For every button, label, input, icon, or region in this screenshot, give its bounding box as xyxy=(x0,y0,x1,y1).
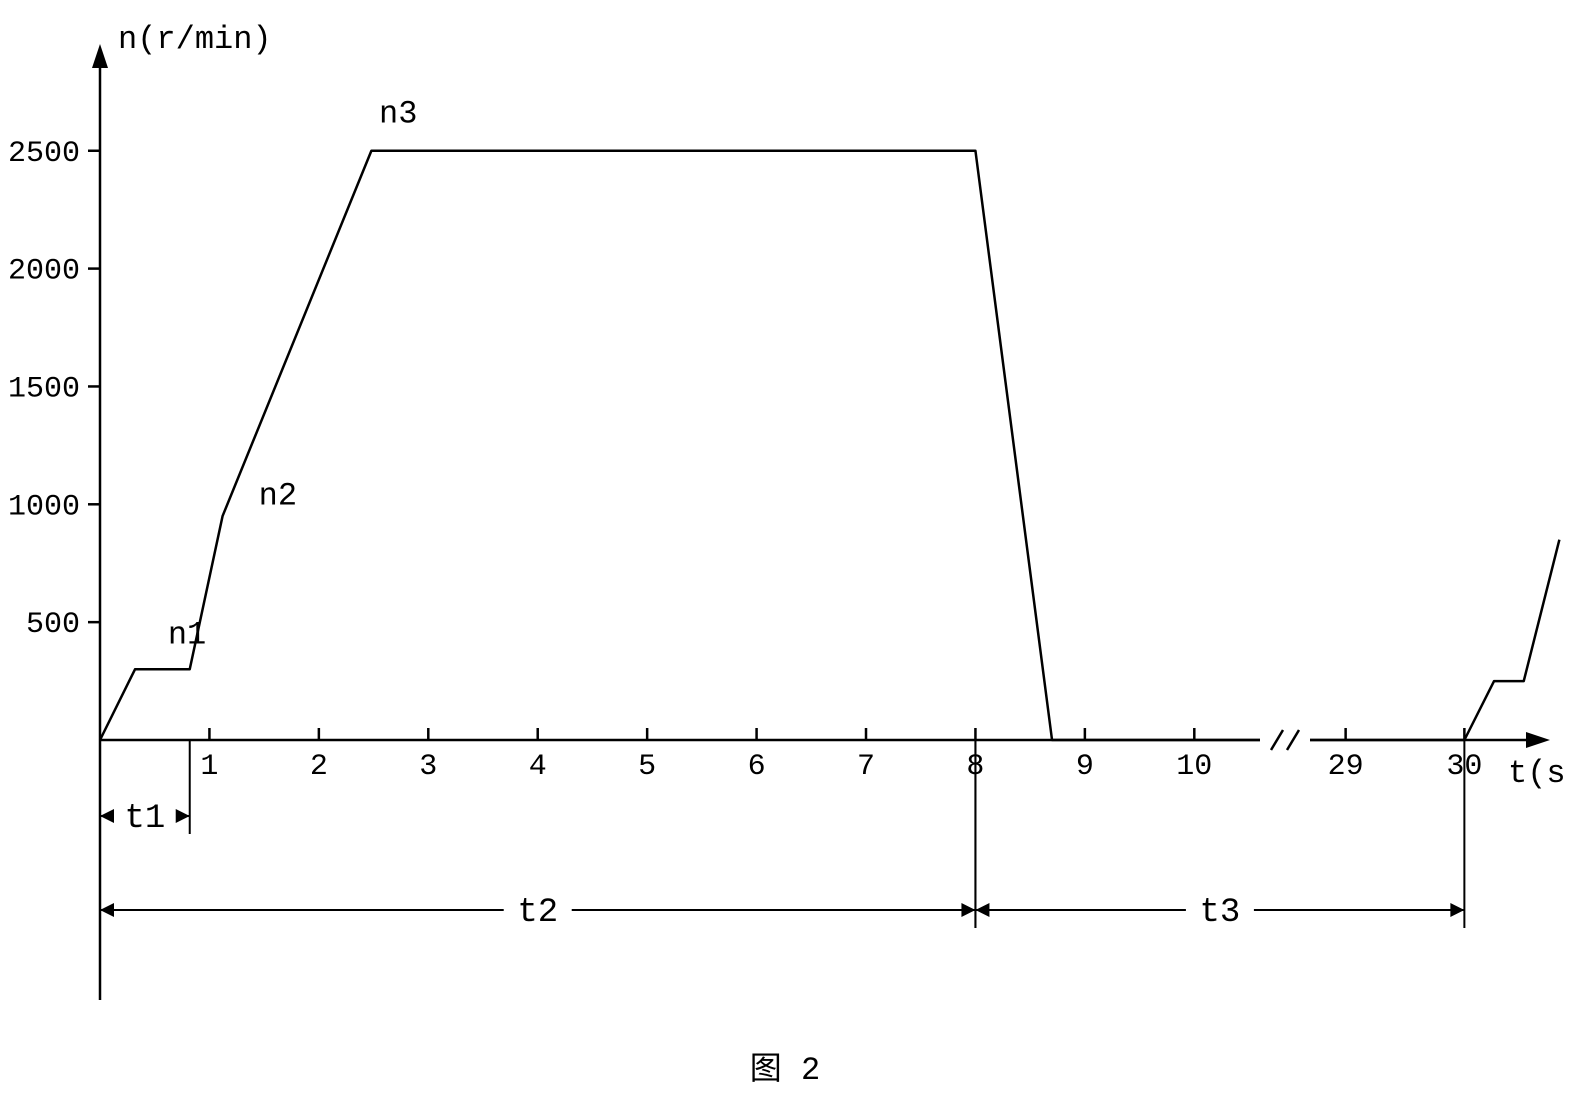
x-tick-label: 4 xyxy=(529,750,547,784)
point-label-n1: n1 xyxy=(168,616,206,653)
dimension-arrowhead xyxy=(100,903,114,917)
y-axis-arrow xyxy=(92,44,108,68)
axis-break-mark xyxy=(1271,730,1283,750)
x-tick-label: 1 xyxy=(200,750,218,784)
x-axis-label: t(s) xyxy=(1508,755,1570,792)
y-tick-label: 1000 xyxy=(8,490,80,524)
x-tick-label: 6 xyxy=(748,750,766,784)
x-tick-label: 29 xyxy=(1328,750,1364,784)
dimension-arrowhead xyxy=(1450,903,1464,917)
figure-caption: 图 2 xyxy=(750,1052,820,1089)
y-axis-label: n(r/min) xyxy=(118,21,272,58)
x-tick-label: 7 xyxy=(857,750,875,784)
y-tick-label: 2000 xyxy=(8,255,80,289)
interval-label-t2: t2 xyxy=(517,894,558,932)
x-tick-label: 9 xyxy=(1076,750,1094,784)
y-tick-label: 1500 xyxy=(8,372,80,406)
dimension-arrowhead xyxy=(961,903,975,917)
x-tick-label: 5 xyxy=(638,750,656,784)
chart-svg: n(r/min)t(s)5001000150020002500123456789… xyxy=(0,0,1570,1107)
x-axis-arrow xyxy=(1526,732,1550,748)
interval-label-t3: t3 xyxy=(1200,894,1241,932)
point-label-n3: n3 xyxy=(379,95,417,132)
x-tick-label: 10 xyxy=(1176,750,1212,784)
y-tick-label: 2500 xyxy=(8,137,80,171)
y-tick-label: 500 xyxy=(26,608,80,642)
chart-container: n(r/min)t(s)5001000150020002500123456789… xyxy=(0,0,1570,1107)
dimension-arrowhead xyxy=(100,809,114,823)
dimension-arrowhead xyxy=(975,903,989,917)
x-tick-label: 2 xyxy=(310,750,328,784)
series-line xyxy=(100,151,1559,740)
dimension-arrowhead xyxy=(176,809,190,823)
interval-label-t1: t1 xyxy=(124,800,165,838)
axis-break-mark xyxy=(1287,730,1299,750)
x-tick-label: 3 xyxy=(419,750,437,784)
point-label-n2: n2 xyxy=(259,477,297,514)
